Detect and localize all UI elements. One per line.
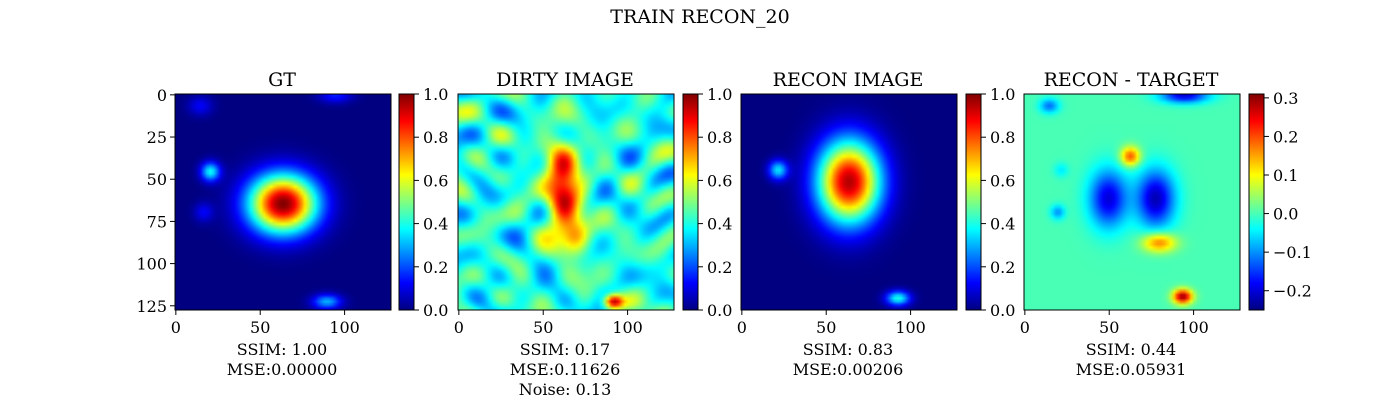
caption-line: SSIM: 0.83 (803, 340, 893, 359)
panel-title: DIRTY IMAGE (496, 69, 634, 91)
colorbar-tick-label: 0.6 (707, 171, 732, 190)
heatmap-image: 0 50 100 0.0 0.2 0.4 0.6 0.8 1.0 (454, 85, 733, 337)
colorbar-tick-label: 0.6 (423, 171, 448, 190)
colorbar-tick-label: 0.0 (707, 301, 732, 320)
x-tick-label: 50 (1099, 318, 1119, 337)
colorbar (965, 93, 982, 311)
colorbar (1248, 93, 1265, 311)
heatmap-image: 0 50 100 0 25 50 75 100 125 0.0 0.2 0.4 0.6 0.8 1.0 (136, 85, 448, 337)
heatmap-raster (458, 94, 674, 310)
x-tick-label: 50 (816, 318, 836, 337)
caption-line: SSIM: 0.44 (1086, 340, 1176, 359)
colorbar (398, 93, 415, 311)
colorbar-tick-label: 1.0 (707, 85, 732, 104)
colorbar-tick-label: 1.0 (423, 85, 448, 104)
colorbar-tick-label: 0.4 (423, 215, 448, 234)
axes-frame (740, 93, 958, 311)
heatmap-raster (175, 94, 391, 310)
colorbar-tick-label: 0.8 (990, 128, 1015, 147)
panel-title: RECON IMAGE (773, 69, 924, 91)
x-tick-label: 50 (250, 318, 270, 337)
colorbar-tick-label: 0.2 (990, 258, 1015, 277)
colorbar-tick-label: 0.2 (423, 258, 448, 277)
heatmap-raster (741, 94, 957, 310)
panel-recon-image: RECON IMAGE 0 50 100 0.0 0.2 0.4 0.6 0.8 1.0 SSI… (737, 69, 1016, 379)
heatmap-image: 0 50 100 0.0 0.2 0.4 0.6 0.8 1.0 (737, 85, 1016, 337)
y-tick-label: 0 (157, 86, 167, 105)
colorbar-tick-label: 0.2 (707, 258, 732, 277)
y-tick-label: 25 (147, 128, 167, 147)
y-tick-label: 75 (147, 212, 167, 231)
figure-title: TRAIN RECON_20 (610, 6, 789, 28)
x-tick-label: 0 (454, 318, 464, 337)
colorbar-tick-label: 0.2 (1273, 127, 1298, 146)
axes-frame (174, 93, 392, 311)
colorbar-tick-label: 0.0 (990, 301, 1015, 320)
colorbar-tick-label: 0.0 (1273, 205, 1298, 224)
colorbar-tick-label: 0.4 (990, 215, 1015, 234)
axes-frame (457, 93, 675, 311)
colorbar (682, 93, 699, 311)
panel-dirty-image: DIRTY IMAGE 0 50 100 0.0 0.2 0.4 0.6 0.8 1.0 SSI… (454, 69, 733, 399)
caption-line: Noise: 0.13 (519, 380, 612, 399)
colorbar-tick-label: −0.2 (1273, 282, 1312, 301)
panel-recon-minus-target: RECON - TARGET 0 50 100 −0.2 −0.1 0.0 0.1 0.2 0.… (1020, 69, 1312, 379)
caption-line: MSE:0.00206 (793, 360, 904, 379)
caption-line: SSIM: 0.17 (520, 340, 610, 359)
y-tick-label: 125 (136, 297, 167, 316)
colorbar-tick-label: 0.0 (423, 301, 448, 320)
panel-gt: GT 0 50 100 0 25 50 75 100 125 0.0 0.2 0.4 0.6 0.8 1.0… (136, 69, 448, 379)
x-tick-label: 100 (895, 318, 926, 337)
x-tick-label: 0 (737, 318, 747, 337)
colorbar-tick-label: 1.0 (990, 85, 1015, 104)
x-tick-label: 0 (1020, 318, 1030, 337)
colorbar-tick-label: 0.3 (1273, 89, 1298, 108)
panel-title: GT (268, 69, 296, 91)
colorbar-tick-label: 0.8 (423, 128, 448, 147)
heatmap-raster (1024, 94, 1240, 310)
y-tick-label: 50 (147, 170, 167, 189)
colorbar-tick-label: 0.1 (1273, 166, 1298, 185)
x-tick-label: 0 (171, 318, 181, 337)
panel-title: RECON - TARGET (1044, 69, 1219, 91)
x-tick-label: 100 (1178, 318, 1209, 337)
axes-frame (1023, 93, 1241, 311)
caption-line: SSIM: 1.00 (237, 340, 327, 359)
caption-line: MSE:0.11626 (510, 360, 621, 379)
colorbar-tick-label: 0.6 (990, 171, 1015, 190)
caption-line: MSE:0.05931 (1076, 360, 1187, 379)
y-tick-label: 100 (136, 255, 167, 274)
colorbar-tick-label: 0.4 (707, 215, 732, 234)
heatmap-image: 0 50 100 −0.2 −0.1 0.0 0.1 0.2 0.3 (1020, 89, 1312, 337)
x-tick-label: 100 (329, 318, 360, 337)
caption-line: MSE:0.00000 (227, 360, 338, 379)
colorbar-tick-label: −0.1 (1273, 243, 1312, 262)
x-tick-label: 50 (533, 318, 553, 337)
colorbar-tick-label: 0.8 (707, 128, 732, 147)
x-tick-label: 100 (612, 318, 643, 337)
